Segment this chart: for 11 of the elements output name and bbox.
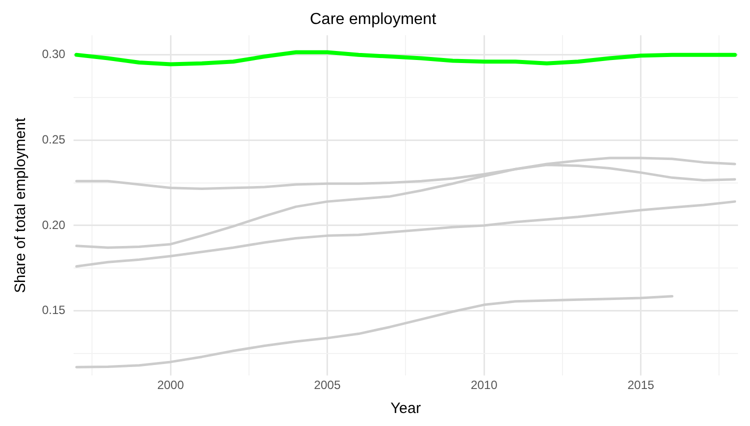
y-axis-title: Share of total employment [12, 117, 30, 293]
y-tick-label: 0.20 [42, 218, 66, 232]
x-tick-label: 2000 [157, 378, 184, 392]
y-tick-label: 0.30 [42, 47, 66, 62]
y-tick-label: 0.15 [42, 303, 66, 318]
x-tick-label: 2010 [470, 378, 498, 392]
y-tick-label: 0.25 [42, 132, 66, 146]
x-tick-label: 2015 [627, 378, 654, 392]
x-axis-title: Year [390, 400, 421, 418]
chart-title: Care employment [310, 11, 437, 28]
x-tick-label: 2005 [314, 378, 341, 392]
